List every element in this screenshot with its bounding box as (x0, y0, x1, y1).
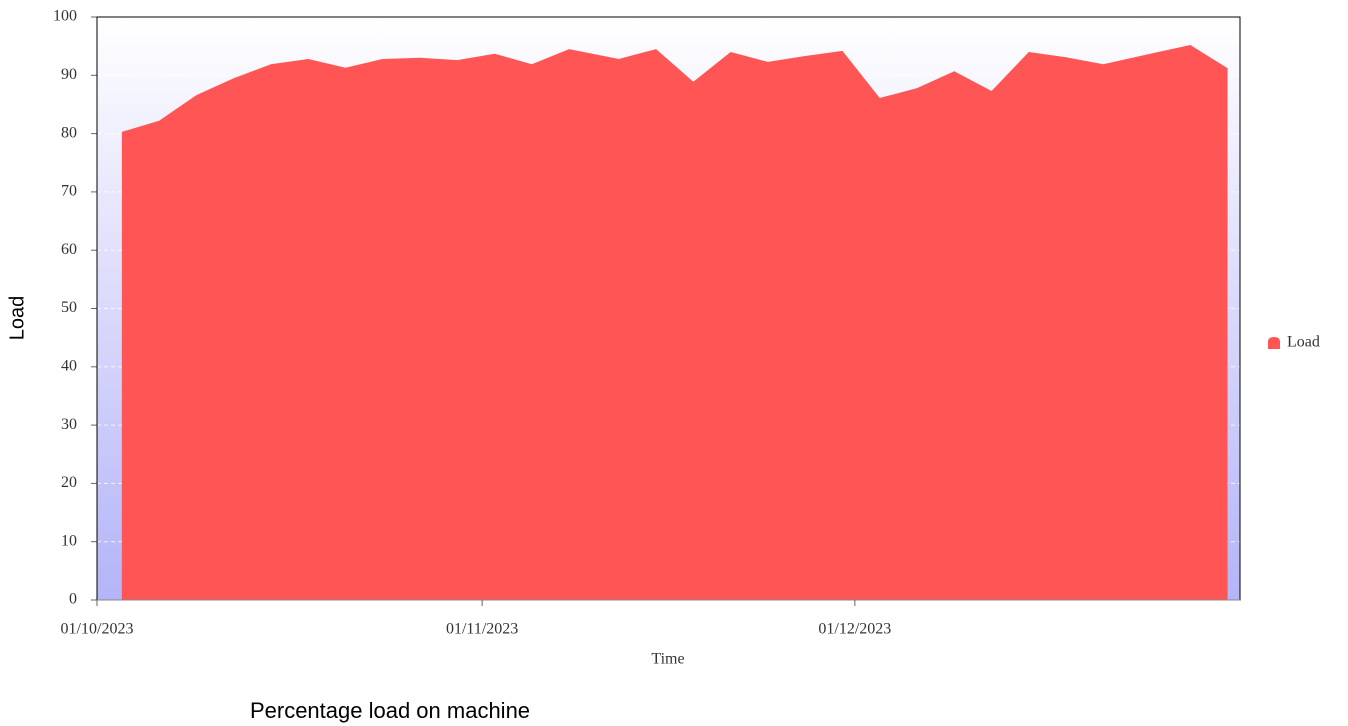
legend-label: Load (1287, 334, 1320, 351)
chart-title: Percentage load on machine (250, 698, 530, 723)
x-tick-label: 01/12/2023 (818, 621, 891, 638)
y-tick-label: 10 (61, 532, 77, 549)
x-tick-label: 01/10/2023 (61, 621, 134, 638)
y-tick-label: 90 (61, 66, 77, 83)
legend-swatch (1268, 337, 1280, 349)
area (121, 44, 1228, 600)
y-axis-label: Load (6, 296, 28, 341)
y-tick-label: 50 (61, 299, 77, 316)
y-tick-label: 20 (61, 474, 77, 491)
y-tick-label: 30 (61, 416, 77, 433)
x-tick-label: 01/11/2023 (446, 621, 518, 638)
y-tick-label: 60 (61, 241, 77, 258)
y-tick-label: 70 (61, 183, 77, 200)
x-axis-label: Time (651, 651, 684, 668)
y-tick-label: 100 (53, 8, 77, 25)
y-tick-label: 80 (61, 124, 77, 141)
y-tick-label: 0 (69, 591, 77, 608)
y-tick-label: 40 (61, 357, 77, 374)
